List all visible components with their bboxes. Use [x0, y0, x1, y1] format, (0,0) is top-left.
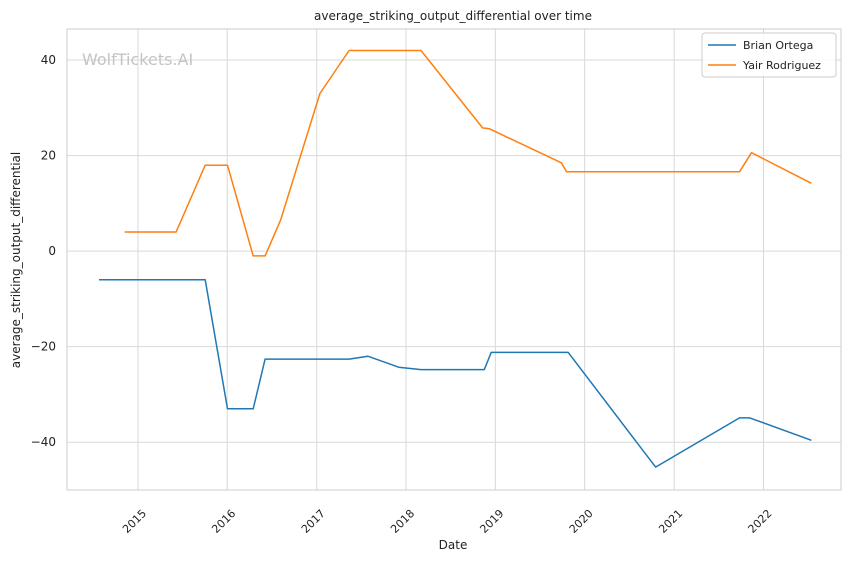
y-tick-label: 0 [48, 244, 56, 258]
legend-label: Brian Ortega [743, 39, 813, 52]
y-tick-label: 20 [41, 149, 56, 163]
plot-area [66, 28, 842, 491]
y-tick-label: −40 [31, 435, 56, 449]
legend-box [701, 32, 837, 78]
chart-title: average_striking_output_differential ove… [314, 9, 592, 23]
watermark: WolfTickets.AI [82, 50, 193, 69]
series-layer [99, 49, 812, 468]
x-axis-label: Date [439, 538, 468, 552]
y-axis-label: average_striking_output_differential [9, 152, 23, 368]
series-line-brian-ortega [99, 279, 812, 468]
legend-label: Yair Rodriguez [742, 59, 821, 72]
y-tick-label: −20 [31, 340, 56, 354]
y-axis-ticks: 40 20 0 −20 −40 [31, 53, 56, 449]
y-tick-label: 40 [41, 53, 56, 67]
legend: Brian Ortega Yair Rodriguez [701, 32, 837, 78]
series-line-yair-rodriguez [124, 49, 812, 257]
